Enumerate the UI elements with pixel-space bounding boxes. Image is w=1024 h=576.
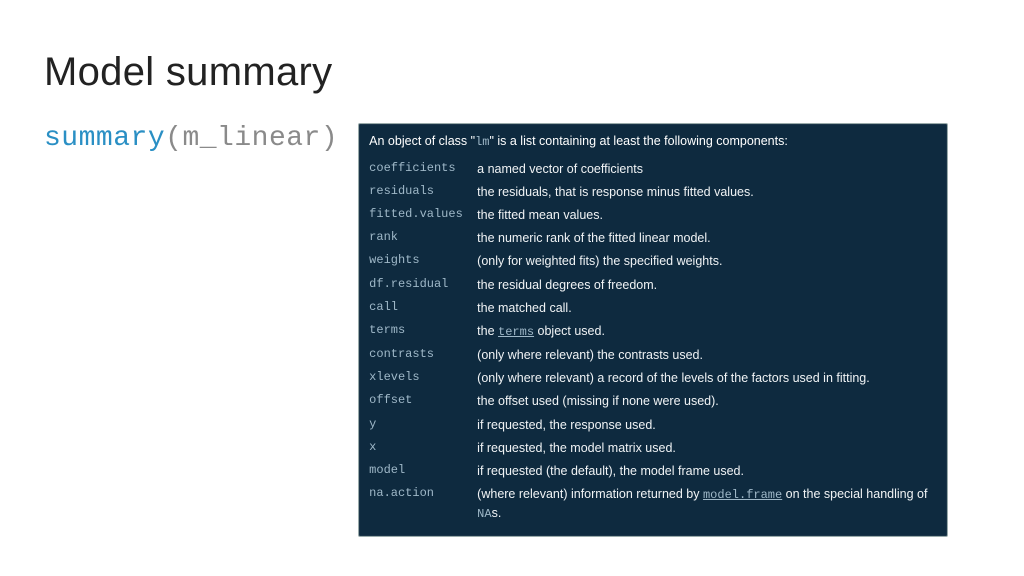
component-desc: the numeric rank of the fitted linear mo… [477, 227, 937, 250]
component-key: weights [369, 250, 477, 273]
panel-intro: An object of class "lm" is a list contai… [369, 132, 937, 151]
table-row: yif requested, the response used. [369, 413, 937, 436]
components-tbody: coefficientsa named vector of coefficien… [369, 157, 937, 526]
component-desc: (only for weighted fits) the specified w… [477, 250, 937, 273]
component-desc: the fitted mean values. [477, 204, 937, 227]
table-row: rankthe numeric rank of the fitted linea… [369, 227, 937, 250]
doc-link[interactable]: model.frame [703, 488, 782, 502]
component-key: offset [369, 390, 477, 413]
components-table: coefficientsa named vector of coefficien… [369, 157, 937, 526]
component-desc: if requested (the default), the model fr… [477, 459, 937, 482]
component-desc: the offset used (missing if none were us… [477, 390, 937, 413]
table-row: df.residualthe residual degrees of freed… [369, 273, 937, 296]
table-row: offsetthe offset used (missing if none w… [369, 390, 937, 413]
code-snippet: summary(m_linear) [44, 123, 338, 154]
table-row: residualsthe residuals, that is response… [369, 181, 937, 204]
table-row: xlevels(only where relevant) a record of… [369, 367, 937, 390]
table-row: na.action(where relevant) information re… [369, 482, 937, 526]
table-row: contrasts(only where relevant) the contr… [369, 344, 937, 367]
table-row: xif requested, the model matrix used. [369, 436, 937, 459]
table-row: modelif requested (the default), the mod… [369, 459, 937, 482]
intro-class: lm [475, 135, 489, 149]
page-title: Model summary [44, 50, 980, 95]
doc-link[interactable]: terms [498, 325, 534, 339]
component-key: x [369, 436, 477, 459]
table-row: fitted.valuesthe fitted mean values. [369, 204, 937, 227]
component-desc: the residual degrees of freedom. [477, 273, 937, 296]
table-row: weights(only for weighted fits) the spec… [369, 250, 937, 273]
component-key: y [369, 413, 477, 436]
table-row: coefficientsa named vector of coefficien… [369, 157, 937, 180]
component-desc: if requested, the response used. [477, 413, 937, 436]
component-desc: the residuals, that is response minus fi… [477, 181, 937, 204]
code-fn-name: summary [44, 123, 165, 154]
intro-post: is a list containing at least the follow… [494, 134, 788, 148]
component-desc: a named vector of coefficients [477, 157, 937, 180]
mono-text: NA [477, 507, 491, 521]
table-row: callthe matched call. [369, 296, 937, 319]
component-key: fitted.values [369, 204, 477, 227]
component-key: df.residual [369, 273, 477, 296]
component-desc: the terms object used. [477, 319, 937, 343]
component-key: contrasts [369, 344, 477, 367]
component-key: xlevels [369, 367, 477, 390]
code-arg: m_linear [182, 123, 320, 154]
component-desc: (where relevant) information returned by… [477, 482, 937, 526]
code-close-paren: ) [321, 123, 338, 154]
doc-panel: An object of class "lm" is a list contai… [358, 123, 948, 537]
component-key: call [369, 296, 477, 319]
component-desc: the matched call. [477, 296, 937, 319]
component-key: terms [369, 319, 477, 343]
component-key: model [369, 459, 477, 482]
component-key: na.action [369, 482, 477, 526]
component-key: rank [369, 227, 477, 250]
component-desc: (only where relevant) the contrasts used… [477, 344, 937, 367]
component-desc: if requested, the model matrix used. [477, 436, 937, 459]
table-row: termsthe terms object used. [369, 319, 937, 343]
intro-pre: An object of class [369, 134, 470, 148]
component-desc: (only where relevant) a record of the le… [477, 367, 937, 390]
content-row: summary(m_linear) An object of class "lm… [44, 123, 980, 537]
slide: Model summary summary(m_linear) An objec… [0, 0, 1024, 576]
component-key: residuals [369, 181, 477, 204]
code-open-paren: ( [165, 123, 182, 154]
component-key: coefficients [369, 157, 477, 180]
